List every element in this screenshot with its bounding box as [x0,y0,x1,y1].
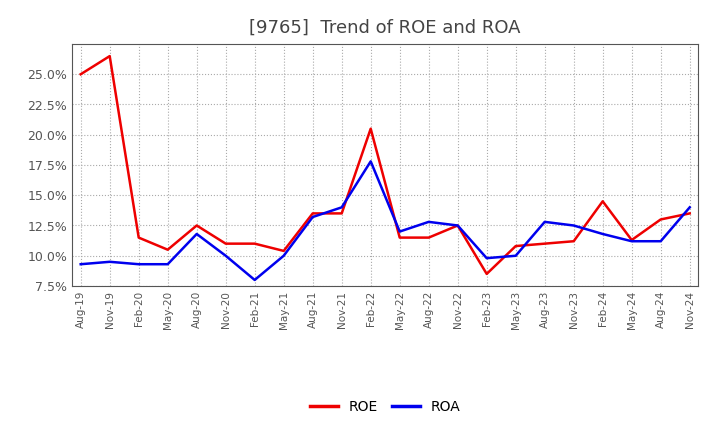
Line: ROE: ROE [81,56,690,274]
ROE [76,72,85,77]
ROA [424,219,433,224]
ROE [192,223,201,228]
ROA [192,231,201,237]
ROA [76,261,85,267]
Legend: ROE, ROA: ROE, ROA [305,394,466,419]
Line: ROA: ROA [81,161,690,280]
ROE [279,248,288,253]
ROA [338,205,346,210]
ROE [105,53,114,59]
ROE [221,241,230,246]
ROA [135,261,143,267]
ROA [105,259,114,264]
ROA [454,223,462,228]
ROA [511,253,520,258]
ROA [308,214,317,220]
ROE [657,217,665,222]
ROE [454,223,462,228]
ROE [598,199,607,204]
ROA [366,159,375,164]
ROE [511,243,520,249]
ROA [627,238,636,244]
ROE [135,235,143,240]
Title: [9765]  Trend of ROE and ROA: [9765] Trend of ROE and ROA [249,19,521,37]
ROA [221,253,230,258]
ROE [541,241,549,246]
ROA [685,205,694,210]
ROA [482,256,491,261]
ROE [338,211,346,216]
ROE [424,235,433,240]
ROE [163,247,172,253]
ROA [657,238,665,244]
ROA [598,231,607,237]
ROE [251,241,259,246]
ROE [685,211,694,216]
ROA [541,219,549,224]
ROE [308,211,317,216]
ROA [279,253,288,258]
ROE [366,126,375,131]
ROA [163,261,172,267]
ROE [627,238,636,243]
ROE [482,271,491,277]
ROA [395,229,404,234]
ROE [570,238,578,244]
ROE [395,235,404,240]
ROA [251,277,259,282]
ROA [570,223,578,228]
